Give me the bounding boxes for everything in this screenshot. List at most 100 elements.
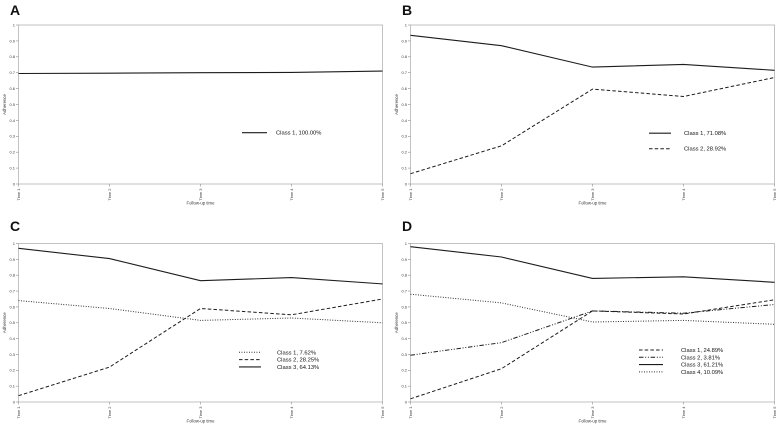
series-line [18, 70, 383, 75]
panel-C: C 0 0.1 0.2 0.3 0.4 0.5 0.6 0.7 0.8 0.9 1 Time 1 Tim… [0, 215, 392, 429]
y-axis-tick-label: 0 [13, 399, 16, 404]
panel-B-chart: 0 0.1 0.2 0.3 0.4 0.5 0.6 0.7 0.8 0.9 1 Time 1 Time … [394, 22, 777, 206]
x-axis-tick-label: Time 1 [408, 188, 413, 201]
x-axis-tick-label: Time 3 [198, 406, 203, 419]
x-axis-tick-label: Time 1 [16, 188, 21, 201]
y-axis-tick-label: 0.4 [9, 118, 15, 123]
x-axis-tick-label: Time 4 [681, 188, 686, 201]
series-line [410, 34, 775, 71]
series-line [410, 77, 775, 175]
x-axis-title: Follow-up time [579, 201, 608, 206]
x-axis-title: Follow-up time [579, 419, 608, 424]
y-axis-tick-label: 0.8 [401, 273, 407, 278]
panel-D-label: D [402, 218, 413, 234]
panel-C-label: C [10, 218, 21, 234]
y-axis-tick-label: 0.9 [401, 257, 407, 262]
plot-border [18, 24, 383, 185]
y-axis-tick-label: 0.9 [9, 257, 15, 262]
legend-label: Class 2, 28.25% [277, 358, 319, 364]
series-line [18, 300, 383, 324]
y-axis-tick-label: 0.4 [9, 336, 15, 341]
y-axis-tick-label: 0.8 [9, 54, 15, 59]
y-axis-tick-label: 0.4 [401, 118, 407, 123]
y-axis-tick-label: 0.2 [9, 368, 15, 373]
legend-label: Class 1, 71.08% [684, 131, 726, 137]
legend-label: Class 4, 10.09% [681, 370, 723, 376]
y-axis-title: Adherence [2, 312, 7, 333]
y-axis-tick-label: 0.5 [9, 102, 15, 107]
plot-border [410, 243, 775, 403]
y-axis-tick-label: 0.1 [401, 166, 407, 171]
legend-label: Class 1, 24.89% [681, 348, 723, 354]
y-axis-tick-label: 0.1 [9, 166, 15, 171]
x-axis-tick-label: Time 4 [289, 188, 294, 201]
legend-label: Class 2, 3.81% [681, 355, 720, 361]
x-axis-tick-label: Time 4 [289, 406, 294, 419]
y-axis-tick-label: 0 [405, 181, 408, 186]
y-axis-tick-label: 0.6 [401, 304, 407, 309]
x-axis-tick-label: Time 5 [380, 406, 385, 419]
series-line [18, 247, 383, 285]
panel-A-chart: 0 0.1 0.2 0.3 0.4 0.5 0.6 0.7 0.8 0.9 1 Time 1 Time … [2, 22, 385, 206]
y-axis-tick-label: 0.8 [401, 54, 407, 59]
panel-D: D 0 0.1 0.2 0.3 0.4 0.5 0.6 0.7 0.8 0.9 1 Time 1 Tim… [392, 215, 784, 429]
y-axis-tick-label: 0 [405, 399, 408, 404]
x-axis-tick-label: Time 5 [772, 188, 777, 201]
y-axis-tick-label: 1 [13, 22, 16, 27]
y-axis-title: Adherence [394, 94, 399, 115]
y-axis-tick-label: 0.1 [9, 384, 15, 389]
y-axis-tick-label: 1 [405, 22, 408, 27]
legend-label: Class 1, 100.00% [276, 131, 321, 137]
y-axis-title: Adherence [2, 94, 7, 115]
y-axis-tick-label: 1 [405, 241, 408, 246]
y-axis-tick-label: 0.7 [9, 70, 15, 75]
panel-A-label: A [10, 2, 21, 18]
y-axis-tick-label: 1 [13, 241, 16, 246]
y-axis-tick-label: 0.3 [9, 134, 15, 139]
x-axis-tick-label: Time 2 [107, 188, 112, 201]
y-axis-tick-label: 0.1 [401, 384, 407, 389]
panel-B-label: B [402, 2, 413, 18]
series-line [410, 299, 775, 400]
panel-A: A 0 0.1 0.2 0.3 0.4 0.5 0.6 0.7 0.8 0.9 1 Time 1 Tim… [0, 0, 392, 215]
x-axis-title: Follow-up time [187, 419, 216, 424]
y-axis-tick-label: 0.6 [9, 86, 15, 91]
series-line [410, 246, 775, 283]
y-axis-tick-label: 0 [13, 181, 16, 186]
y-axis-tick-label: 0.3 [9, 352, 15, 357]
x-axis-tick-label: Time 1 [16, 406, 21, 419]
x-axis-tick-label: Time 1 [408, 406, 413, 419]
panel-D-chart: 0 0.1 0.2 0.3 0.4 0.5 0.6 0.7 0.8 0.9 1 Time 1 Time … [394, 241, 777, 424]
x-axis-tick-label: Time 2 [499, 406, 504, 419]
legend-label: Class 3, 61.21% [681, 363, 723, 369]
legend-label: Class 2, 28.92% [684, 147, 726, 153]
panel-B: B 0 0.1 0.2 0.3 0.4 0.5 0.6 0.7 0.8 0.9 1 Time 1 Tim… [392, 0, 784, 215]
x-axis-tick-label: Time 4 [681, 406, 686, 419]
x-axis-tick-label: Time 2 [107, 406, 112, 419]
y-axis-tick-label: 0.5 [401, 102, 407, 107]
x-axis-tick-label: Time 5 [772, 406, 777, 419]
y-axis-tick-label: 0.9 [401, 38, 407, 43]
x-axis-tick-label: Time 3 [198, 188, 203, 201]
y-axis-tick-label: 0.5 [401, 320, 407, 325]
y-axis-tick-label: 0.2 [401, 150, 407, 155]
x-axis-title: Follow-up time [187, 201, 216, 206]
y-axis-tick-label: 0.4 [401, 336, 407, 341]
y-axis-tick-label: 0.3 [401, 352, 407, 357]
x-axis-tick-label: Time 2 [499, 188, 504, 201]
y-axis-tick-label: 0.8 [9, 273, 15, 278]
series-line [18, 298, 383, 397]
y-axis-tick-label: 0.3 [401, 134, 407, 139]
y-axis-tick-label: 0.6 [9, 304, 15, 309]
series-line [410, 293, 775, 325]
panel-C-chart: 0 0.1 0.2 0.3 0.4 0.5 0.6 0.7 0.8 0.9 1 Time 1 Time … [2, 241, 385, 424]
plot-border [410, 24, 775, 185]
y-axis-tick-label: 0.7 [401, 70, 407, 75]
y-axis-tick-label: 0.6 [401, 86, 407, 91]
series-line [410, 304, 775, 356]
x-axis-tick-label: Time 5 [380, 188, 385, 201]
y-axis-tick-label: 0.7 [9, 288, 15, 293]
y-axis-tick-label: 0.9 [9, 38, 15, 43]
x-axis-tick-label: Time 3 [590, 188, 595, 201]
